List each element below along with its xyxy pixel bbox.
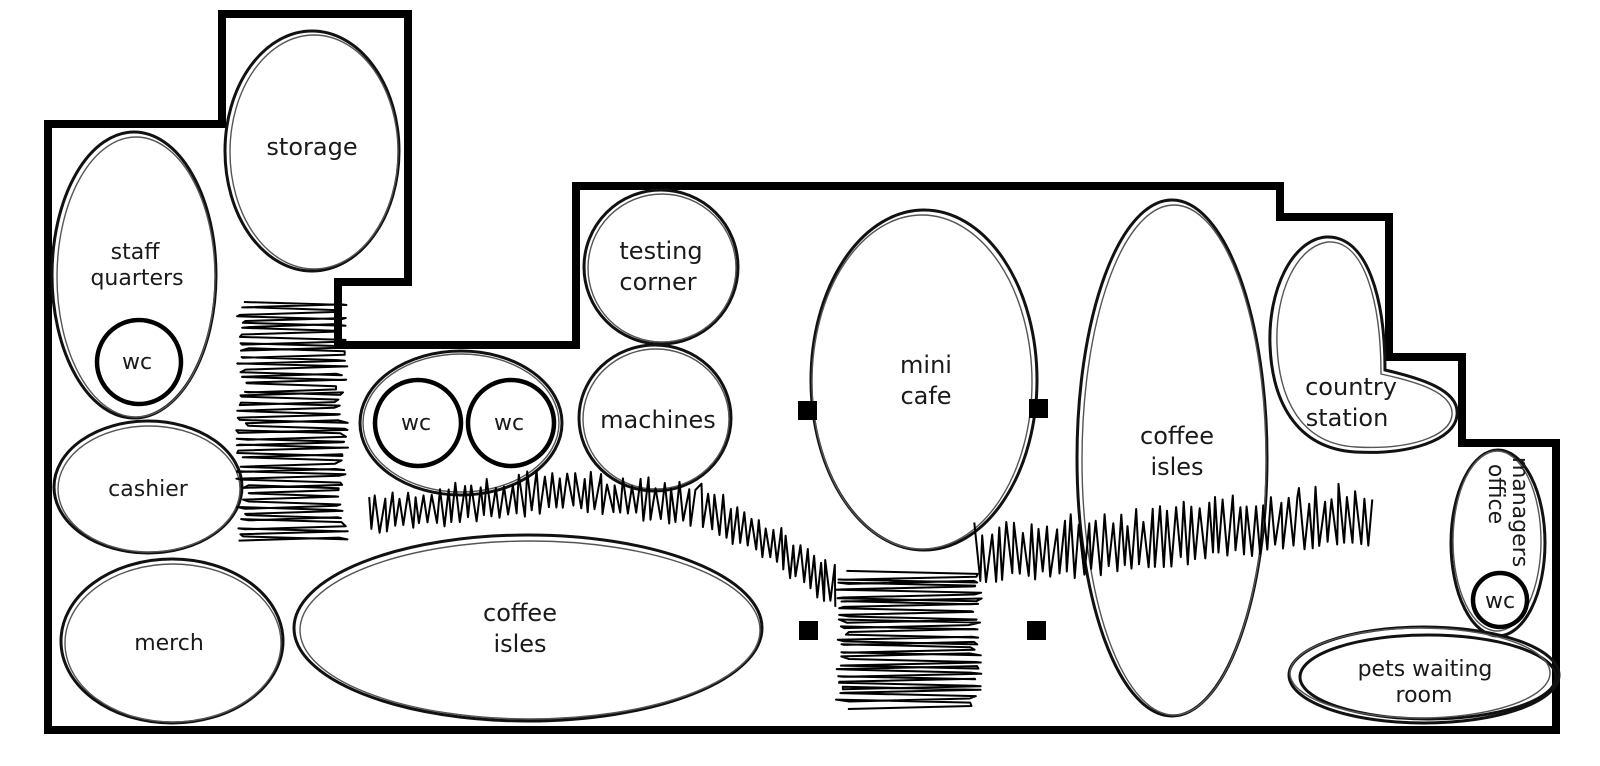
room-staff-quarters[interactable]: staff quarters [50,130,218,420]
room-machines[interactable]: machines [577,343,733,493]
machines-label: machines [600,406,716,434]
coffee-isles-bottom-label-line1: coffee [483,599,557,627]
room-wc-pair[interactable]: wc wc [358,349,564,497]
wc-left-label: wc [401,411,431,436]
testing-corner-label-line1: testing [619,237,702,265]
coffee-isles-right-label-line1: coffee [1140,422,1214,450]
walkway-scribble-right [973,482,1374,584]
pets-waiting-room-label-line2: room [1396,683,1453,708]
room-testing-corner[interactable]: testing corner [582,188,740,346]
walkway-scribble-left [235,301,349,542]
room-merch[interactable]: merch [59,557,285,725]
storage-label: storage [266,133,357,161]
pets-waiting-room-label-line1: pets waiting [1358,657,1493,682]
room-mini-cafe[interactable]: mini cafe [809,208,1039,552]
mini-cafe-label-line2: cafe [900,382,951,410]
walkway-scribble-bottom [368,469,837,607]
support-post [799,621,818,640]
room-pets-waiting-room[interactable]: pets waiting room [1287,625,1561,725]
room-coffee-isles-right[interactable]: coffee isles [1075,198,1269,718]
managers-office-label-line1: managers [1507,457,1532,567]
coffee-isles-bottom-label-line2: isles [493,630,546,658]
staff-quarters-label-line2: quarters [90,266,183,291]
country-station-label-line2: station [1306,404,1389,432]
mini-cafe-label-line1: mini [900,351,952,379]
support-post [798,401,817,420]
cashier-label: cashier [108,477,189,502]
staff-wc-label: wc [122,350,152,375]
support-post [1029,399,1048,418]
room-cashier[interactable]: cashier [52,419,244,555]
room-storage[interactable]: storage [223,29,401,273]
room-staff-wc[interactable]: wc [94,317,184,407]
merch-label: merch [134,631,204,656]
walkway-scribble-center [835,569,983,710]
wc-right-label: wc [494,411,524,436]
support-post [1027,621,1046,640]
room-country-station[interactable]: country station [1268,235,1459,454]
room-managers-wc[interactable]: wc [1470,570,1530,630]
country-station-label-line1: country [1305,373,1397,401]
managers-wc-label: wc [1485,589,1515,614]
building-outline [44,10,1560,734]
staff-quarters-label-line1: staff [111,240,161,265]
managers-office-label-line2: office [1483,464,1508,524]
testing-corner-label-line2: corner [619,268,696,296]
coffee-isles-right-label-line2: isles [1150,453,1203,481]
room-coffee-isles-bottom[interactable]: coffee isles [292,533,764,723]
